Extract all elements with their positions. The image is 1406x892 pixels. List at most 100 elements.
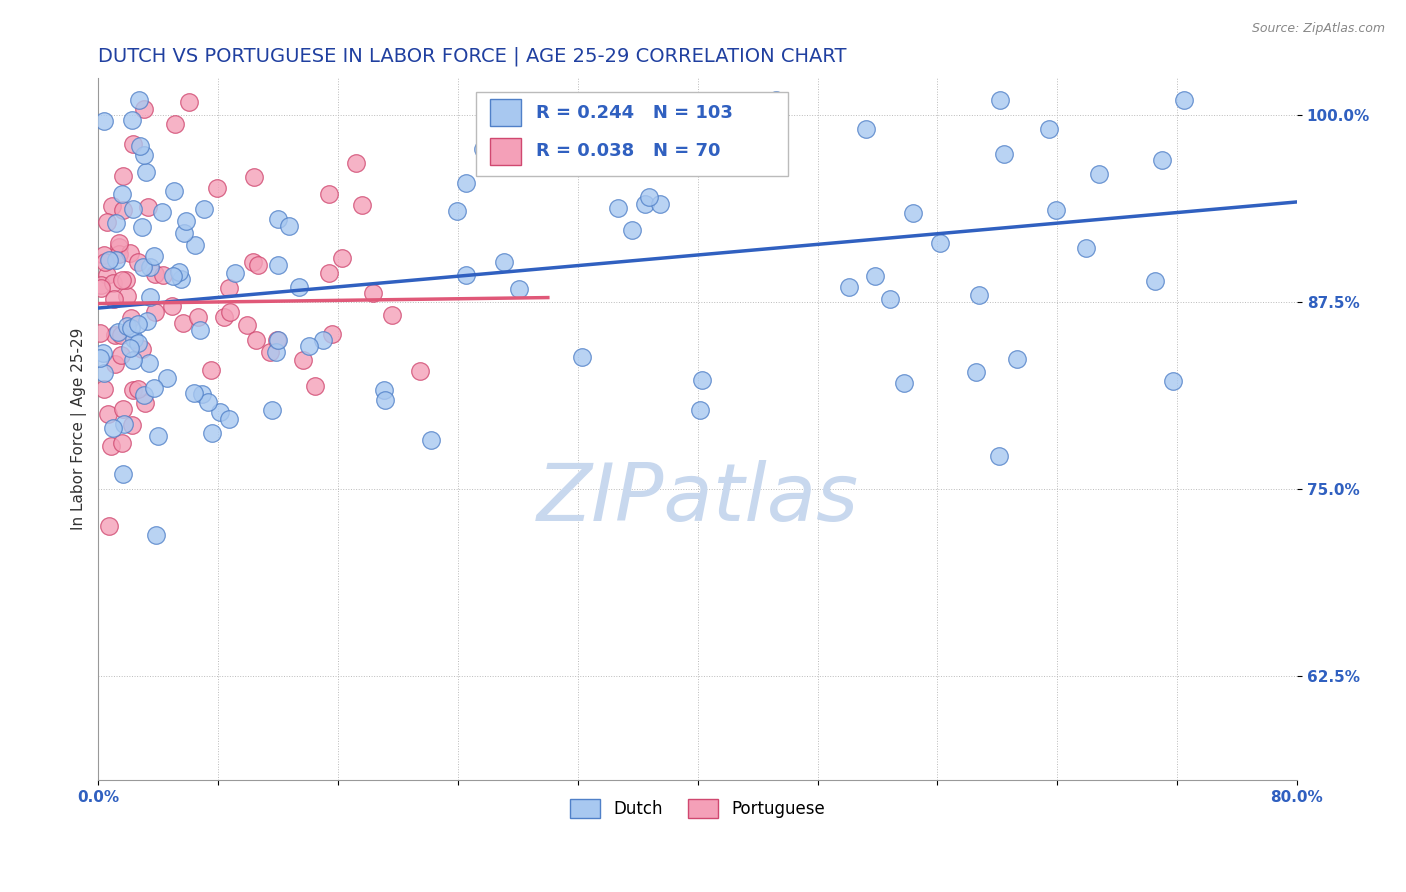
Point bbox=[143, 267, 166, 281]
Point bbox=[623, 128, 645, 143]
Point bbox=[1074, 241, 1097, 255]
FancyBboxPatch shape bbox=[475, 92, 787, 177]
Point bbox=[765, 93, 787, 107]
Point bbox=[101, 199, 124, 213]
Text: DUTCH VS PORTUGUESE IN LABOR FORCE | AGE 25-29 CORRELATION CHART: DUTCH VS PORTUGUESE IN LABOR FORCE | AGE… bbox=[98, 46, 846, 66]
Point bbox=[993, 147, 1015, 161]
Point bbox=[163, 184, 186, 198]
Point bbox=[132, 148, 155, 162]
Point bbox=[278, 219, 301, 233]
Y-axis label: In Labor Force | Age 25-29: In Labor Force | Age 25-29 bbox=[72, 328, 87, 530]
Point bbox=[648, 197, 671, 211]
Point bbox=[266, 333, 288, 347]
Point bbox=[172, 316, 194, 330]
Point bbox=[267, 333, 290, 347]
FancyBboxPatch shape bbox=[491, 138, 522, 165]
Point bbox=[969, 288, 991, 302]
Point bbox=[381, 308, 404, 322]
Point bbox=[162, 299, 184, 313]
Point bbox=[508, 282, 530, 296]
FancyBboxPatch shape bbox=[491, 100, 522, 126]
Point bbox=[901, 206, 924, 220]
Point bbox=[162, 269, 184, 284]
Point bbox=[111, 273, 134, 287]
Point bbox=[110, 328, 132, 343]
Point bbox=[131, 219, 153, 234]
Point bbox=[96, 268, 118, 283]
Point bbox=[107, 235, 129, 250]
Point bbox=[89, 281, 111, 295]
Text: R = 0.244   N = 103: R = 0.244 N = 103 bbox=[536, 103, 733, 122]
Point bbox=[152, 268, 174, 282]
Point bbox=[361, 285, 384, 300]
Point bbox=[212, 310, 235, 325]
Point bbox=[242, 170, 264, 185]
Point bbox=[246, 258, 269, 272]
Point bbox=[312, 333, 335, 347]
Point bbox=[634, 196, 657, 211]
Point bbox=[90, 278, 112, 293]
Point bbox=[146, 428, 169, 442]
Point bbox=[131, 343, 153, 357]
Point bbox=[492, 255, 515, 269]
Point bbox=[120, 311, 142, 326]
Point bbox=[173, 226, 195, 240]
Point bbox=[111, 467, 134, 481]
Point bbox=[143, 304, 166, 318]
Point bbox=[205, 180, 228, 194]
Point bbox=[419, 434, 441, 448]
Point bbox=[689, 403, 711, 417]
Point bbox=[93, 248, 115, 262]
Point bbox=[224, 266, 246, 280]
Point bbox=[100, 439, 122, 453]
Point bbox=[259, 344, 281, 359]
Point bbox=[304, 379, 326, 393]
Point bbox=[855, 122, 877, 136]
Point bbox=[136, 314, 159, 328]
Point bbox=[177, 95, 200, 109]
Point bbox=[93, 366, 115, 380]
Point bbox=[120, 246, 142, 260]
Point bbox=[1007, 351, 1029, 366]
Point bbox=[156, 370, 179, 384]
Point bbox=[1045, 203, 1067, 218]
Point bbox=[136, 200, 159, 214]
Point bbox=[454, 176, 477, 190]
Point bbox=[89, 326, 111, 340]
Point bbox=[111, 202, 134, 217]
Point bbox=[111, 169, 134, 183]
Point bbox=[352, 198, 374, 212]
Point bbox=[374, 393, 396, 408]
Point bbox=[988, 449, 1011, 463]
Point bbox=[103, 421, 125, 435]
Point bbox=[142, 381, 165, 395]
Point bbox=[127, 317, 149, 331]
Point bbox=[97, 407, 120, 421]
Point bbox=[150, 205, 173, 219]
Point bbox=[893, 376, 915, 391]
Point bbox=[571, 351, 593, 365]
Point bbox=[321, 326, 343, 341]
Point bbox=[98, 519, 121, 533]
Point bbox=[111, 401, 134, 416]
Point bbox=[409, 364, 432, 378]
Point bbox=[120, 321, 142, 335]
Point bbox=[193, 202, 215, 216]
Point bbox=[122, 137, 145, 152]
Point bbox=[267, 258, 290, 272]
Point bbox=[690, 373, 713, 387]
Point bbox=[928, 235, 950, 250]
Point bbox=[107, 325, 129, 339]
Point bbox=[621, 223, 644, 237]
Point bbox=[292, 353, 315, 368]
Point bbox=[89, 351, 111, 366]
Point bbox=[200, 363, 222, 377]
Point bbox=[236, 318, 259, 332]
Point bbox=[115, 319, 138, 334]
Point bbox=[1163, 374, 1185, 388]
Point bbox=[637, 190, 659, 204]
Point bbox=[135, 165, 157, 179]
Point bbox=[134, 395, 156, 409]
Point bbox=[288, 279, 311, 293]
Point bbox=[118, 341, 141, 355]
